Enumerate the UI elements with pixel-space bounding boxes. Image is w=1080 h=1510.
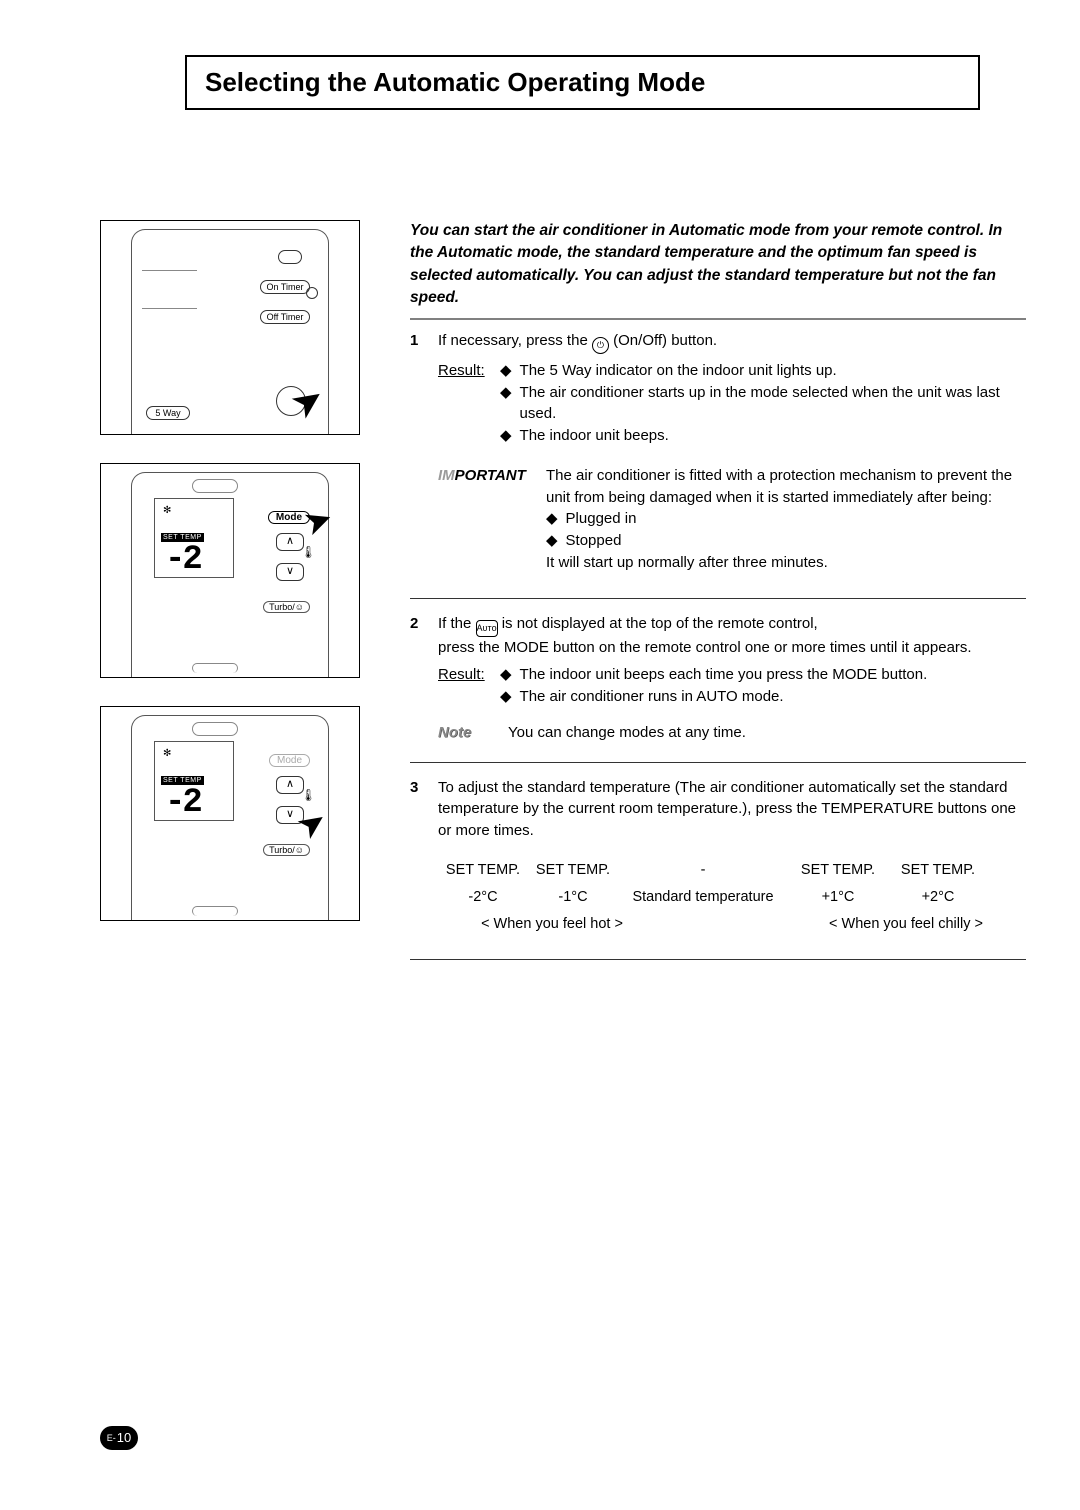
swing-icon xyxy=(278,250,302,264)
step-3: 3 To adjust the standard temperature (Th… xyxy=(410,777,1026,935)
important-after: It will start up normally after three mi… xyxy=(546,552,1026,574)
bullet-text: Plugged in xyxy=(566,508,637,530)
auto-mode-icon: ✻ xyxy=(163,505,171,516)
page-number-badge: E-10 xyxy=(100,1426,138,1450)
five-way-button: 5 Way xyxy=(146,406,190,420)
result-row: Result: ◆ The indoor unit beeps each time… xyxy=(438,664,1026,708)
divider xyxy=(410,959,1026,960)
step-body: To adjust the standard temperature (The … xyxy=(438,777,1026,935)
important-text: The air conditioner is fitted with a pro… xyxy=(546,465,1026,509)
table-value-row: -2°C -1°C Standard temperature +1°C +2°C xyxy=(438,887,1026,908)
table-header: SET TEMP. xyxy=(438,860,528,881)
thermometer-icon: 🌡 xyxy=(301,545,316,559)
step-number: 3 xyxy=(410,777,424,935)
step-body: If the Aᴜᴛᴏ is not displayed at the top … xyxy=(438,613,1026,744)
bullet-text: The air conditioner starts up in the mod… xyxy=(520,382,1026,426)
diamond-bullet-icon: ◆ xyxy=(500,360,512,382)
power-icon: ⏻ xyxy=(592,337,609,354)
diamond-bullet-icon: ◆ xyxy=(500,664,512,686)
bullet-text: The indoor unit beeps each time you pres… xyxy=(520,664,928,686)
diamond-bullet-icon: ◆ xyxy=(500,686,512,708)
remote-figure-3: ✻ SET TEMP -2 Mode ∧ 🌡 ∨ Turbo/☺ ➤ xyxy=(100,706,360,921)
bullet-text: The air conditioner runs in AUTO mode. xyxy=(520,686,784,708)
bullet-text: The indoor unit beeps. xyxy=(520,425,669,447)
instructions-column: You can start the air conditioner in Aut… xyxy=(410,220,1026,960)
auto-mode-icon: ✻ xyxy=(163,748,171,759)
set-temp-value: -2 xyxy=(165,541,200,579)
off-timer-button: Off Timer xyxy=(260,310,310,324)
step-2: 2 If the Aᴜᴛᴏ is not displayed at the to… xyxy=(410,613,1026,744)
feel-chilly-label: < When you feel chilly > xyxy=(786,914,1026,935)
table-cell: +1°C xyxy=(788,887,888,908)
diamond-bullet-icon: ◆ xyxy=(546,530,558,552)
diamond-bullet-icon: ◆ xyxy=(500,425,512,447)
remote-figure-2: ✻ SET TEMP -2 Mode ∧ 🌡 ∨ Turbo/☺ ➤ xyxy=(100,463,360,678)
important-body: The air conditioner is fitted with a pro… xyxy=(546,465,1026,574)
result-label: Result: xyxy=(438,360,490,447)
result-label: Result: xyxy=(438,664,490,708)
feel-hot-label: < When you feel hot > xyxy=(438,914,666,935)
page-title: Selecting the Automatic Operating Mode xyxy=(205,67,960,98)
auto-mode-icon: Aᴜᴛᴏ xyxy=(476,620,498,637)
step-text: is not displayed at the top of the remot… xyxy=(502,615,818,632)
divider xyxy=(410,762,1026,763)
note-callout: Note You can change modes at any time. xyxy=(438,722,1026,744)
table-header: SET TEMP. xyxy=(788,860,888,881)
set-temp-value: -2 xyxy=(165,784,200,822)
bullet-list: ◆ The 5 Way indicator on the indoor unit … xyxy=(500,360,1026,447)
step-body: If necessary, press the ⏻ (On/Off) butto… xyxy=(438,330,1026,580)
manual-page: Selecting the Automatic Operating Mode O… xyxy=(0,0,1080,1510)
diamond-bullet-icon: ◆ xyxy=(546,508,558,530)
temperature-table: SET TEMP. SET TEMP. - SET TEMP. SET TEMP… xyxy=(438,860,1026,935)
step-text: If the xyxy=(438,615,476,632)
step-text: press the MODE button on the remote cont… xyxy=(438,637,1026,659)
page-prefix: E- xyxy=(107,1433,116,1443)
remote-body: ✻ SET TEMP -2 Mode ∧ 🌡 ∨ Turbo/☺ ➤ xyxy=(131,715,329,920)
table-cell: +2°C xyxy=(888,887,988,908)
step-text: (On/Off) button. xyxy=(613,332,717,349)
on-timer-button: On Timer xyxy=(260,280,310,294)
divider xyxy=(410,598,1026,599)
table-feel-row: < When you feel hot > < When you feel ch… xyxy=(438,914,1026,935)
thermometer-icon: 🌡 xyxy=(301,788,316,802)
step-number: 1 xyxy=(410,330,424,580)
turbo-button: Turbo/☺ xyxy=(263,601,310,613)
content-area: On Timer Off Timer 5 Way ➤ ✻ SET TEMP -2 xyxy=(100,220,980,960)
temp-down-button: ∨ xyxy=(276,563,304,581)
remote-body: ✻ SET TEMP -2 Mode ∧ 🌡 ∨ Turbo/☺ ➤ xyxy=(131,472,329,677)
intro-text: You can start the air conditioner in Aut… xyxy=(410,220,1026,310)
remote-body: On Timer Off Timer 5 Way ➤ xyxy=(131,229,329,434)
diamond-bullet-icon: ◆ xyxy=(500,382,512,426)
table-cell: Standard temperature xyxy=(618,887,788,908)
step-1: 1 If necessary, press the ⏻ (On/Off) but… xyxy=(410,330,1026,580)
step-number: 2 xyxy=(410,613,424,744)
note-text: You can change modes at any time. xyxy=(508,722,746,744)
bullet-text: The 5 Way indicator on the indoor unit l… xyxy=(520,360,837,382)
divider xyxy=(410,318,1026,320)
title-box: Selecting the Automatic Operating Mode xyxy=(185,55,980,110)
pointer-arrow-icon: ➤ xyxy=(282,374,334,429)
table-cell: -1°C xyxy=(528,887,618,908)
turbo-button: Turbo/☺ xyxy=(263,844,310,856)
bullet-list: ◆ The indoor unit beeps each time you pre… xyxy=(500,664,1026,708)
remote-illustrations: On Timer Off Timer 5 Way ➤ ✻ SET TEMP -2 xyxy=(100,220,360,960)
bullet-text: Stopped xyxy=(566,530,622,552)
remote-figure-1: On Timer Off Timer 5 Way ➤ xyxy=(100,220,360,435)
remote-display: ✻ SET TEMP -2 xyxy=(154,741,234,821)
page-number: 10 xyxy=(117,1430,131,1445)
note-label: Note xyxy=(438,722,498,744)
table-header: SET TEMP. xyxy=(528,860,618,881)
important-label: IMPORTANT xyxy=(438,465,536,574)
step-text: If necessary, press the xyxy=(438,332,592,349)
table-header-row: SET TEMP. SET TEMP. - SET TEMP. SET TEMP… xyxy=(438,860,1026,881)
clock-icon xyxy=(306,287,318,299)
result-row: Result: ◆ The 5 Way indicator on the indo… xyxy=(438,360,1026,447)
table-header: SET TEMP. xyxy=(888,860,988,881)
important-callout: IMPORTANT The air conditioner is fitted … xyxy=(438,465,1026,574)
step-text: To adjust the standard temperature (The … xyxy=(438,777,1026,842)
mode-button: Mode xyxy=(269,754,310,767)
table-cell: -2°C xyxy=(438,887,528,908)
remote-display: ✻ SET TEMP -2 xyxy=(154,498,234,578)
table-header: - xyxy=(618,860,788,881)
